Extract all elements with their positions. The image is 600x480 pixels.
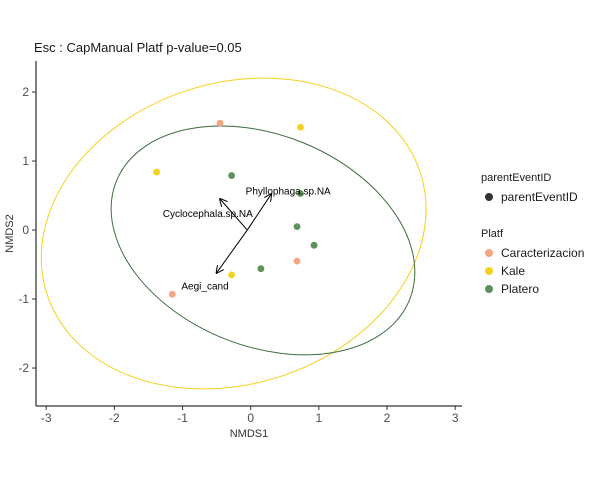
x-tick-label: -1 [177, 411, 188, 425]
x-axis-label: NMDS1 [230, 428, 269, 440]
data-point-kale [297, 123, 304, 131]
legend-item-kale: Kale [481, 262, 584, 280]
x-tick-label: -2 [109, 411, 120, 425]
y-tick-label: -2 [18, 361, 29, 375]
x-tick-label: -3 [41, 411, 52, 425]
confidence-ellipse-platero [110, 125, 416, 356]
y-tick-label: 1 [22, 154, 29, 168]
color-legend-title: Platf [481, 228, 504, 240]
species-vector-arrow [217, 229, 248, 273]
y-tick-label: -1 [18, 292, 29, 306]
species-vector-label: Phyllophaga.sp.NA [246, 187, 331, 198]
legend-item-label: Caracterizacion [501, 246, 585, 260]
legend-item-label: Platero [501, 282, 540, 296]
data-point-platero [228, 172, 236, 179]
legend-item-platero: Platero [481, 280, 584, 298]
species-vector-label: Aegi_cand [181, 281, 228, 292]
data-point-platero [293, 223, 301, 231]
data-point-platero [310, 241, 318, 249]
chart-title: Esc : CapManual Platf p-value=0.05 [34, 40, 242, 55]
x-tick-label: 2 [384, 411, 391, 425]
shape-legend: parentEventID parentEventID [481, 172, 578, 206]
data-point-caracterizacion [168, 290, 176, 298]
species-vector-label: Cyclocephala.sp.NA [163, 209, 253, 220]
y-tick-label: 0 [22, 223, 29, 237]
legend-key-dot [485, 267, 493, 275]
legend-item-label: Kale [501, 264, 526, 278]
species-vector-arrow [246, 194, 271, 231]
data-point-caracterizacion [293, 257, 301, 265]
confidence-ellipse-kale [40, 77, 427, 390]
color-legend: Platf Caracterizacion Kale Platero [481, 228, 584, 298]
y-axis-label: NMDS2 [4, 214, 16, 253]
legend-item-label: parentEventID [501, 190, 578, 204]
legend-key-dot [485, 285, 493, 293]
plot-panel: -3 -2 -1 0 1 2 3 -2 -1 0 1 2 Phyllophaga.sp.NA Cycloc… [18, 61, 462, 425]
legend-item-parentEventID: parentEventID [481, 188, 578, 206]
data-point-platero [297, 190, 304, 197]
data-point-platero [257, 265, 265, 273]
x-tick-label: 1 [316, 411, 323, 425]
y-tick-label: 2 [22, 85, 29, 99]
shape-legend-title: parentEventID [481, 172, 552, 184]
legend-item-caracterizacion: Caracterizacion [481, 244, 584, 262]
data-point-kale [153, 168, 161, 176]
x-tick-label: 0 [247, 411, 254, 425]
legend-key-dot [485, 249, 493, 257]
legend-key-dot [485, 193, 493, 201]
x-tick-label: 3 [452, 411, 459, 425]
data-point-kale [228, 271, 236, 279]
data-point-caracterizacion [216, 119, 224, 127]
species-vector-arrow [220, 199, 248, 231]
